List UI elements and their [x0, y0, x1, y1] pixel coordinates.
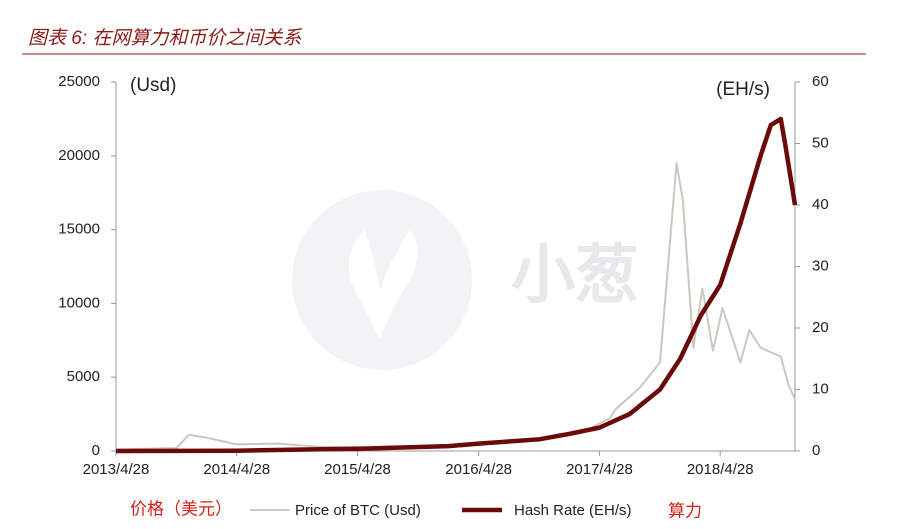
y2-tick-label: 10 [812, 380, 829, 397]
watermark [292, 190, 472, 370]
y-tick-label: 0 [92, 442, 100, 459]
legend-label: Hash Rate (EH/s) [514, 502, 632, 519]
y2-tick-label: 20 [812, 319, 829, 336]
x-tick-label: 2018/4/28 [687, 461, 754, 478]
series-line [115, 162, 796, 451]
y-tick-label: 10000 [58, 294, 100, 311]
y2-tick-label: 0 [812, 442, 820, 459]
x-tick-label: 2017/4/28 [566, 461, 633, 478]
watermark-leaf [348, 230, 418, 340]
x-tick-label: 2014/4/28 [203, 461, 270, 478]
y2-tick-label: 60 [812, 73, 829, 90]
legend-label: Price of BTC (Usd) [295, 502, 421, 519]
watermark-text: 小葱 [511, 239, 639, 311]
legend-cn-price: 价格（美元） [130, 499, 232, 518]
y2-tick-label: 50 [812, 134, 829, 151]
y-axis-label: (Usd) [130, 75, 176, 96]
watermark-logo [292, 190, 472, 370]
x-tick-label: 2015/4/28 [324, 461, 391, 478]
y2-axis-label: (EH/s) [716, 79, 770, 100]
y2-tick-label: 30 [812, 257, 829, 274]
series-line [115, 116, 798, 454]
y-tick-label: 20000 [58, 147, 100, 164]
legend-cn-hash: 算力 [668, 501, 702, 520]
y-tick-label: 5000 [67, 368, 100, 385]
y-tick-label: 15000 [58, 221, 100, 238]
y2-tick-label: 40 [812, 196, 829, 213]
x-tick-label: 2013/4/28 [83, 461, 150, 478]
x-tick-label: 2016/4/28 [445, 461, 512, 478]
y-tick-label: 25000 [58, 73, 100, 90]
chart-title: 图表 6: 在网算力和币价之间关系 [28, 27, 302, 49]
